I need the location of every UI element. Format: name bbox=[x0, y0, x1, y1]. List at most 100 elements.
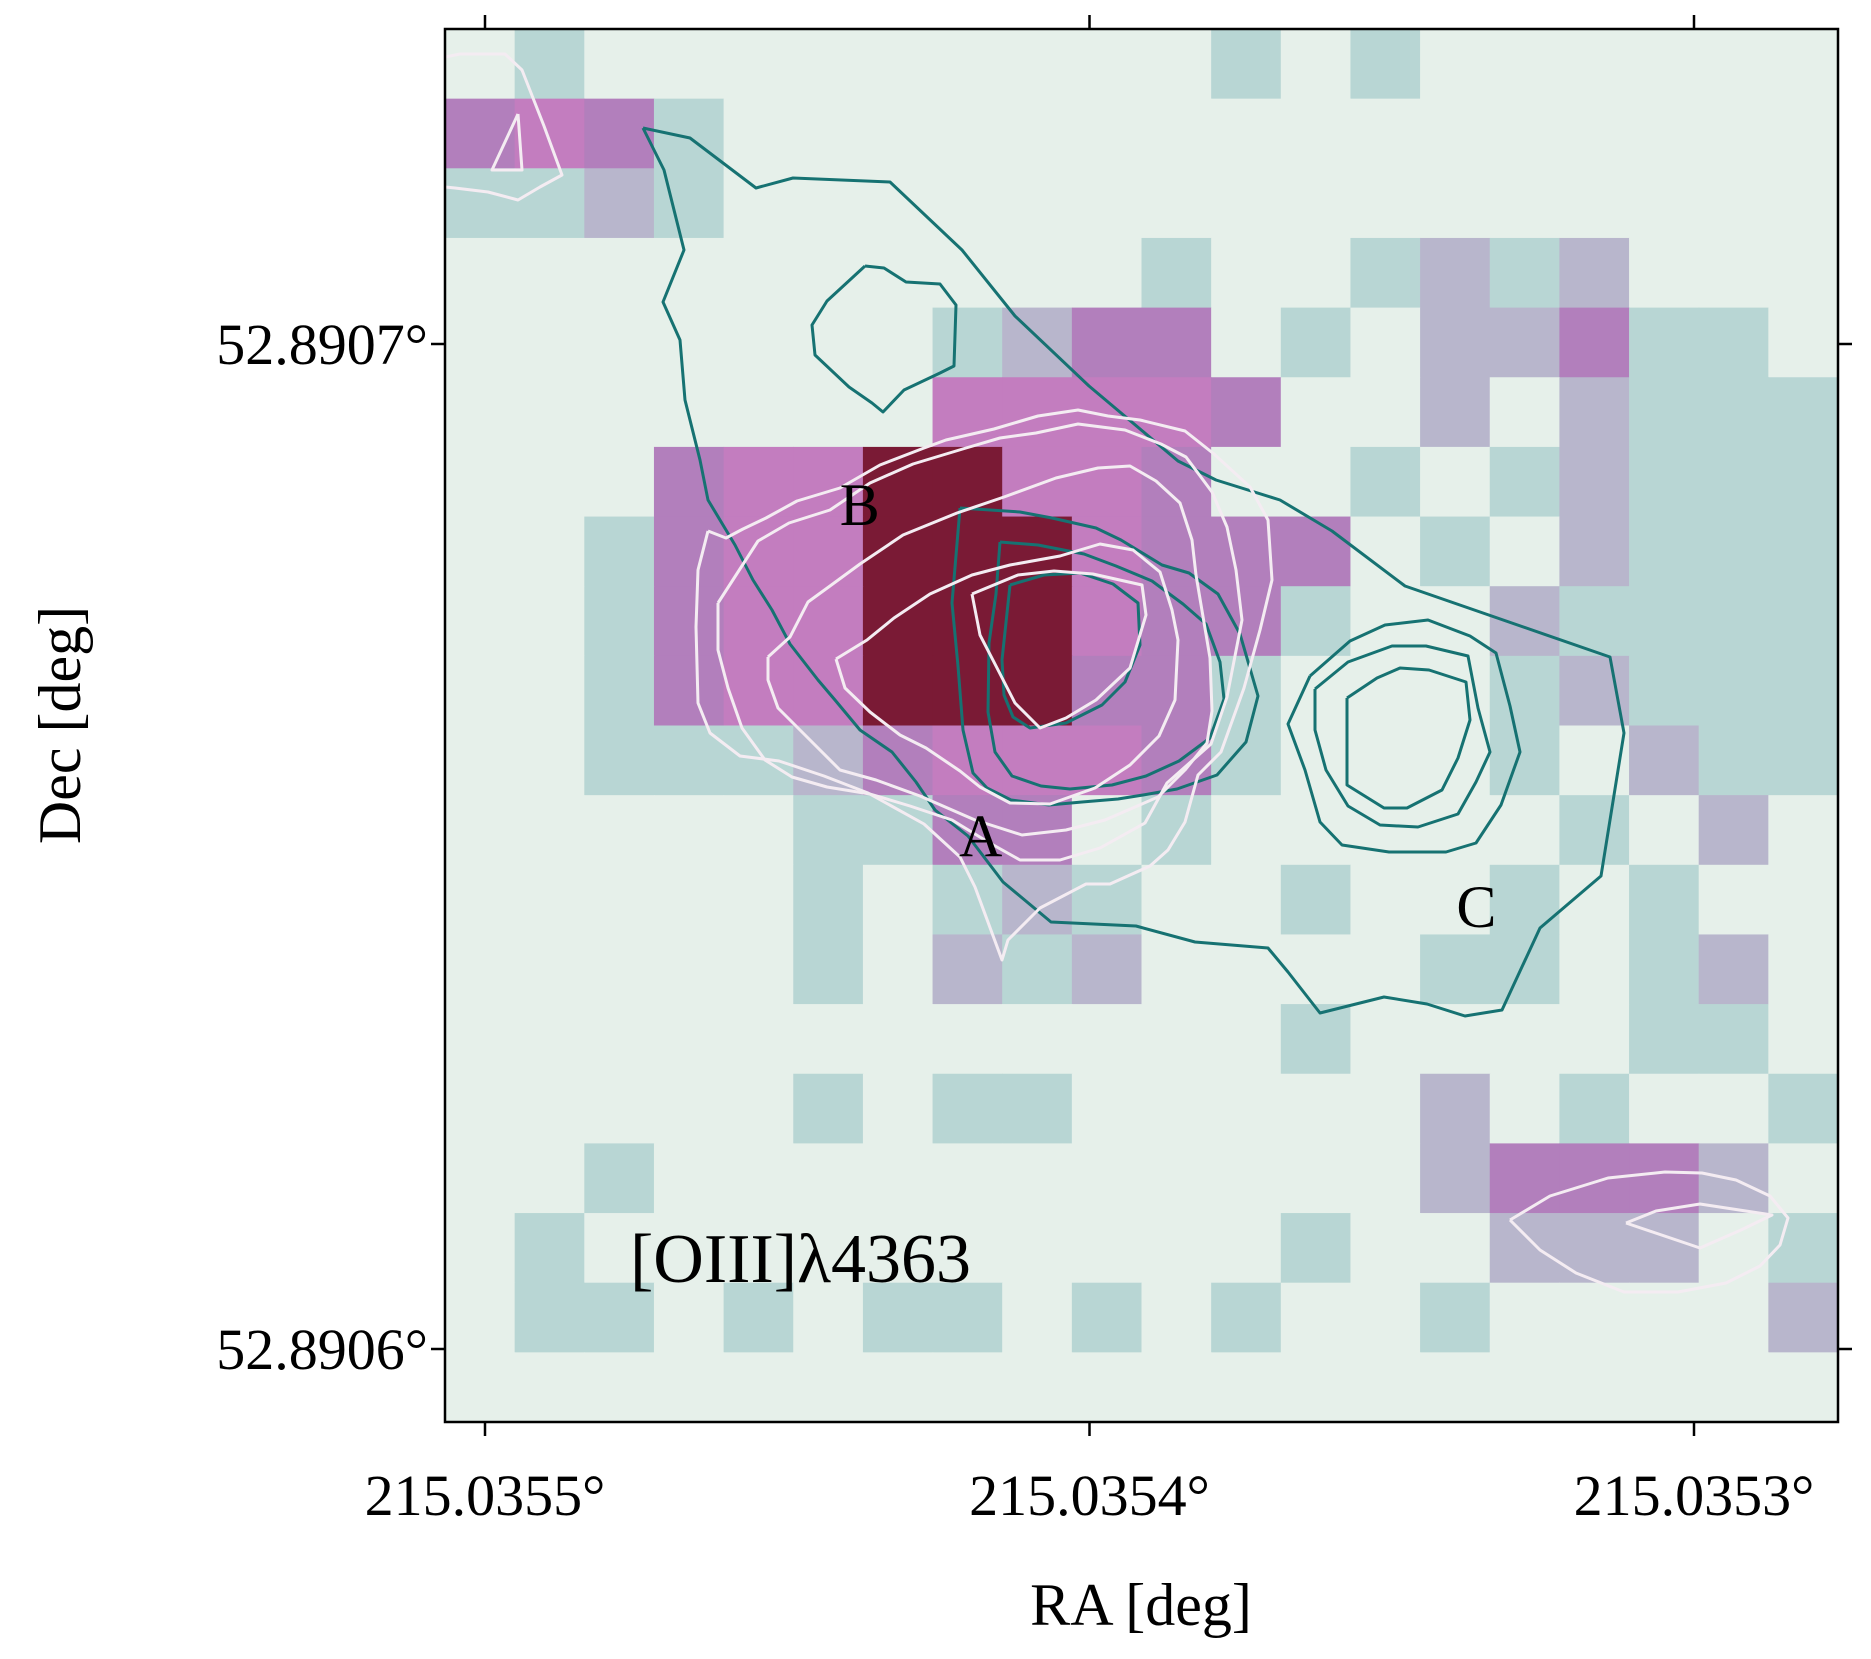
heatmap-cell bbox=[793, 1213, 864, 1284]
axis-tick-labels: 215.0355° 215.0354° 215.0353° 52.8907° 52.89… bbox=[216, 312, 1814, 1528]
heatmap-cell bbox=[1141, 377, 1212, 448]
heatmap-cell bbox=[1489, 934, 1560, 1005]
heatmap-cell bbox=[1280, 934, 1352, 1005]
heatmap-cell bbox=[1559, 586, 1630, 657]
heatmap-cell bbox=[1629, 377, 1700, 448]
heatmap-cell bbox=[1768, 168, 1838, 239]
heatmap-cell bbox=[1698, 1004, 1769, 1075]
teal-contour-3 bbox=[986, 540, 1226, 791]
heatmap-cell bbox=[1489, 168, 1560, 239]
x-axis-label: RA [deg] bbox=[1030, 1572, 1252, 1638]
heatmap-cell bbox=[514, 98, 585, 169]
heatmap-cell bbox=[445, 586, 516, 657]
teal-contour-c-2 bbox=[1313, 644, 1492, 829]
heatmap-cell bbox=[1141, 29, 1212, 100]
heatmap-cell bbox=[862, 1352, 934, 1422]
heatmap-cell bbox=[1071, 1004, 1143, 1075]
heatmap-cell bbox=[1002, 655, 1073, 727]
heatmap-cell bbox=[1559, 29, 1630, 100]
heatmap-cell bbox=[862, 586, 934, 657]
heatmap-cell bbox=[1141, 168, 1212, 239]
heatmap-cell bbox=[653, 1004, 725, 1075]
heatmap-cell bbox=[1489, 237, 1560, 309]
heatmap-cell bbox=[1211, 1352, 1282, 1422]
heatmap-cell bbox=[1559, 795, 1630, 866]
heatmap-cell bbox=[932, 307, 1003, 378]
heatmap-cell bbox=[653, 655, 725, 727]
heatmap-cell bbox=[793, 1004, 864, 1075]
heatmap-cell bbox=[1071, 1213, 1143, 1284]
heatmap-cell bbox=[653, 29, 725, 100]
teal-contour-1 bbox=[810, 264, 958, 414]
heatmap-cell bbox=[1629, 446, 1700, 518]
heatmap-cell bbox=[723, 586, 794, 657]
heatmap-cell bbox=[1280, 1143, 1352, 1214]
heatmap-cell bbox=[793, 237, 864, 309]
heatmap-cell bbox=[1420, 934, 1491, 1005]
heatmap-cell bbox=[584, 1282, 655, 1353]
heatmap-cell bbox=[1768, 1352, 1838, 1422]
heatmap-cell bbox=[1280, 1004, 1352, 1075]
heatmap-cell bbox=[1002, 237, 1073, 309]
heatmap-cell bbox=[1420, 1143, 1491, 1214]
heatmap-cell bbox=[1280, 307, 1352, 378]
heatmap-cell bbox=[1489, 1352, 1560, 1422]
heatmap-cell bbox=[723, 1004, 794, 1075]
heatmap-cell bbox=[445, 1352, 516, 1422]
heatmap-cell bbox=[1629, 1213, 1700, 1284]
x-tick-label: 215.0355° bbox=[365, 1463, 606, 1528]
heatmap-cell bbox=[1071, 934, 1143, 1005]
heatmap-cell bbox=[1559, 1282, 1630, 1353]
heatmap-cell bbox=[1002, 307, 1073, 378]
heatmap-cell bbox=[793, 1143, 864, 1214]
heatmap-cell bbox=[1141, 307, 1212, 378]
heatmap-cell bbox=[445, 168, 516, 239]
heatmap-cell bbox=[514, 934, 585, 1005]
heatmap-cell bbox=[653, 1213, 725, 1284]
white-contour-br-outer bbox=[1508, 1170, 1790, 1294]
heatmap-cell bbox=[793, 725, 864, 796]
heatmap-cell bbox=[1629, 98, 1700, 169]
heatmap-cell bbox=[445, 1073, 516, 1144]
heatmap-cell bbox=[1559, 725, 1630, 796]
heatmap-cell bbox=[653, 934, 725, 1005]
heatmap-cell bbox=[1350, 1213, 1421, 1284]
heatmap-cell bbox=[653, 1073, 725, 1144]
heatmap-cell bbox=[1002, 1004, 1073, 1075]
heatmap-cell bbox=[1071, 237, 1143, 309]
heatmap-cell bbox=[1211, 1213, 1282, 1284]
heatmap-cell bbox=[1002, 1213, 1073, 1284]
heatmap-cell bbox=[584, 1143, 655, 1214]
heatmap-cell bbox=[1211, 1143, 1282, 1214]
heatmap-cell bbox=[1141, 934, 1212, 1005]
heatmap-cell bbox=[1280, 1073, 1352, 1144]
heatmap-cell bbox=[1280, 864, 1352, 936]
heatmap-cell bbox=[445, 795, 516, 866]
source-annotations: A B C bbox=[840, 472, 1497, 940]
heatmap-cell bbox=[1698, 98, 1769, 169]
heatmap-cell bbox=[1071, 29, 1143, 100]
heatmap-cell bbox=[1559, 655, 1630, 727]
plot-frame bbox=[443, 27, 1840, 1424]
heatmap-cell bbox=[1350, 1004, 1421, 1075]
heatmap-image bbox=[445, 29, 1838, 1422]
heatmap-cell bbox=[1489, 586, 1560, 657]
heatmap-cell bbox=[1350, 29, 1421, 100]
heatmap-cell bbox=[1280, 98, 1352, 169]
heatmap-cell bbox=[862, 795, 934, 866]
heatmap-cell bbox=[862, 168, 934, 239]
heatmap-cell bbox=[1420, 307, 1491, 378]
heatmap-cell bbox=[1698, 1213, 1769, 1284]
heatmap-cell bbox=[1489, 307, 1560, 378]
heatmap-cell bbox=[793, 1073, 864, 1144]
heatmap-cell bbox=[1002, 934, 1073, 1005]
heatmap-cell bbox=[584, 1073, 655, 1144]
annotation-c: C bbox=[1456, 874, 1496, 940]
heatmap-cell bbox=[862, 377, 934, 448]
heatmap-cell bbox=[514, 864, 585, 936]
heatmap-cell bbox=[1211, 377, 1282, 448]
heatmap-cell bbox=[793, 1282, 864, 1353]
heatmap-cell bbox=[1211, 168, 1282, 239]
heatmap-cell bbox=[1141, 1143, 1212, 1214]
heatmap-cell bbox=[793, 29, 864, 100]
